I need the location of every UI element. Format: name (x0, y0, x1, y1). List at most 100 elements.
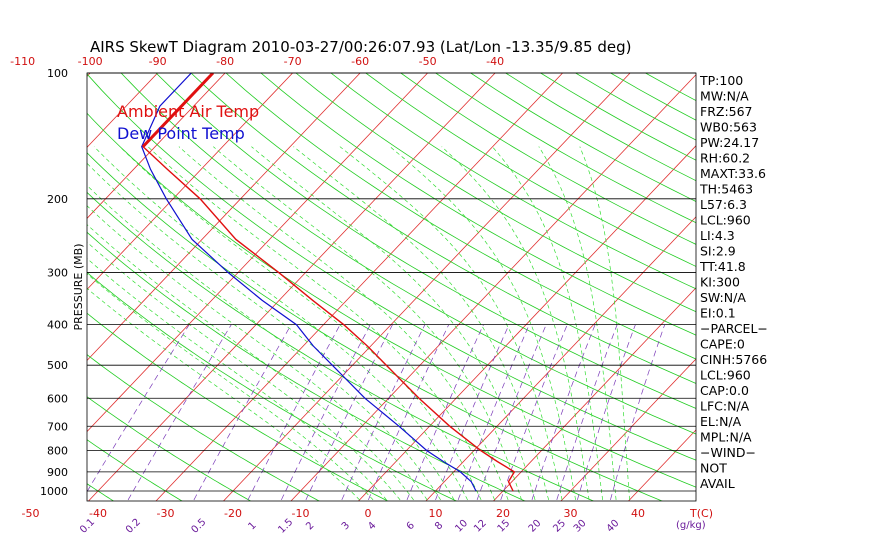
isotherm-line (87, 73, 496, 501)
index-item: MPL:N/A (700, 430, 752, 445)
index-item: RH:60.2 (700, 151, 750, 166)
isotherm-line (87, 73, 226, 219)
isotherm-line (87, 73, 429, 433)
mixing-ratio-label: 0.5 (189, 517, 208, 536)
pressure-tick-label: 300 (47, 266, 68, 279)
top-temp-tick-label: -110 (10, 55, 35, 68)
mixing-ratio-unit-label: (g/kg) (676, 520, 706, 531)
mixing-ratio-label: 0.2 (124, 517, 143, 536)
index-item: TH:5463 (699, 182, 753, 197)
moist-adiabat-line (389, 146, 576, 500)
index-item: −PARCEL− (700, 321, 768, 336)
pressure-tick-label: 100 (47, 67, 68, 80)
index-item: MAXT:33.6 (700, 166, 766, 181)
dry-adiabat-line (365, 73, 696, 267)
index-item: EL:N/A (700, 414, 742, 429)
mixing-ratio-label: 10 (453, 518, 470, 535)
index-item: NOT (700, 461, 727, 476)
plot-frame (86, 72, 697, 502)
mixing-ratio-label: 30 (572, 518, 589, 535)
index-item: MW:N/A (700, 89, 749, 104)
dry-adiabat-line (87, 439, 183, 501)
index-item: SW:N/A (700, 290, 746, 305)
moist-adiabat-line (339, 146, 563, 500)
index-item: LCL:960 (700, 213, 751, 228)
isotherm-line (745, 60, 870, 520)
mixing-ratio-line (457, 324, 530, 501)
mixing-ratio-label: 40 (605, 518, 622, 535)
dry-adiabat-line (87, 312, 389, 501)
mixing-ratio-line (476, 324, 547, 501)
isotherm-line (0, 60, 35, 520)
moist-adiabat-line (492, 146, 603, 500)
dew-point-profile-line (141, 73, 477, 492)
legend: Ambient Air Temp Dew Point Temp (117, 102, 259, 143)
mixing-ratio-label: 15 (496, 518, 513, 535)
mixing-ratio-line (435, 324, 510, 501)
index-item: TT:41.8 (699, 259, 746, 274)
index-item: LI:4.3 (700, 228, 735, 243)
moist-adiabat-line (87, 162, 455, 501)
index-item: SI:2.9 (700, 244, 736, 259)
isotherm-line (87, 73, 159, 148)
index-item: AVAIL (700, 476, 735, 491)
index-item: LCL:960 (700, 368, 751, 383)
dry-adiabat-line (87, 231, 526, 501)
dry-adiabat-line (539, 73, 696, 161)
mixing-ratio-label: 12 (472, 518, 489, 535)
moist-adiabat-line (178, 146, 509, 501)
dry-adiabat-line (87, 271, 458, 501)
axis-ticks: 1002003004005006007008009001000-120-110-… (10, 55, 713, 536)
mixing-ratio-label: 1 (246, 520, 258, 532)
profiles (141, 73, 516, 492)
top-temp-tick-label: -100 (78, 55, 103, 68)
pressure-tick-label: 1000 (40, 485, 68, 498)
air-temp-profile-line (142, 73, 516, 492)
mixing-ratio-label: 4 (366, 520, 378, 532)
bottom-temp-tick-label: 40 (631, 507, 645, 520)
air-temp-upper-segment (141, 73, 215, 148)
legend-dew-point-temp: Dew Point Temp (117, 124, 245, 143)
pressure-tick-label: 600 (47, 392, 68, 405)
legend-ambient-air-temp: Ambient Air Temp (117, 102, 259, 121)
mixing-ratio-label: 25 (551, 518, 568, 535)
dry-adiabat-line (120, 73, 696, 435)
mixing-ratio-line (610, 324, 666, 500)
mixing-ratio-label: 3 (340, 520, 352, 532)
bottom-temp-tick-label: 30 (564, 507, 578, 520)
mixing-ratio-line (280, 324, 371, 501)
isotherm-line (627, 429, 696, 501)
y-axis-label: PRESSURE (MB) (72, 244, 85, 331)
index-item: KI:300 (700, 275, 740, 290)
dry-adiabat-line (190, 73, 696, 384)
bottom-temp-tick-label: 10 (429, 507, 443, 520)
index-item: CINH:5766 (700, 352, 767, 367)
dry-adiabat-line (87, 73, 696, 461)
dry-adiabat-line (87, 112, 696, 488)
top-temp-tick-label: -70 (284, 55, 302, 68)
index-item: EI:0.1 (700, 306, 736, 321)
pressure-tick-label: 900 (47, 466, 68, 479)
index-item: TP:100 (699, 73, 743, 88)
mixing-ratio-label: 6 (405, 520, 417, 532)
dry-adiabat-line (295, 73, 696, 313)
index-item: LFC:N/A (700, 399, 750, 414)
mixing-ratio-line (367, 324, 450, 501)
mixing-ratio-line (341, 324, 426, 501)
pressure-tick-label: 700 (47, 420, 68, 433)
index-item: PW:24.17 (700, 135, 759, 150)
indices-panel: TP:100MW:N/AFRZ:567WB0:563PW:24.17RH:60.… (699, 73, 768, 491)
top-temp-tick-label: -60 (351, 55, 369, 68)
dry-adiabat-line (260, 73, 696, 336)
isotherm-line (425, 216, 696, 501)
moist-adiabat-line (579, 146, 630, 500)
top-temp-tick-label: -50 (419, 55, 437, 68)
mixing-ratio-line (305, 324, 393, 501)
pressure-tick-label: 500 (47, 359, 68, 372)
isotherm-line (492, 287, 696, 501)
index-item: WB0:563 (700, 120, 757, 135)
top-temp-tick-label: -80 (216, 55, 234, 68)
mixing-ratio-line (531, 324, 596, 500)
top-temp-tick-label: -40 (486, 55, 504, 68)
isotherm-line (357, 145, 696, 501)
